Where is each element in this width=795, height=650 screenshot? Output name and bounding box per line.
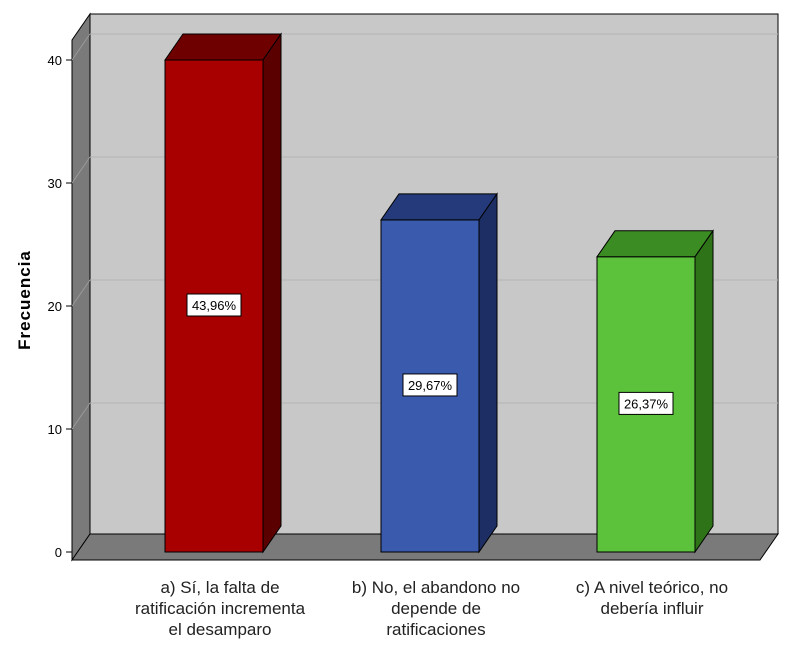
data-label-box [402, 373, 458, 397]
y-axis-title: Frecuencia [15, 250, 34, 350]
data-label-box [618, 391, 674, 415]
gridline-side [71, 402, 91, 430]
gridline-side [71, 279, 91, 307]
x-category-label: a) Sí, la falta de ratificación increment… [135, 578, 306, 639]
bar-side [262, 32, 282, 554]
data-label-text: 29,67% [408, 378, 453, 393]
bar [164, 32, 282, 554]
x-category-label-line: el desamparo [168, 620, 271, 639]
bars [164, 32, 714, 554]
bar-top [380, 193, 498, 221]
bar-top [164, 33, 282, 61]
x-category-label: c) A nivel teórico, no debería influir [576, 578, 728, 618]
data-label: 43,96% [186, 293, 242, 317]
x-category-label-line: a) Sí, la falta de [160, 578, 279, 597]
x-category-label-line: b) No, el abandono no [352, 578, 520, 597]
x-category-label-line: debería influir [600, 599, 703, 618]
x-category-label: b) No, el abandono no depende de ratificac… [352, 578, 520, 639]
y-tick-label: 0 [55, 545, 62, 560]
bar-top [596, 230, 714, 258]
left-wall [71, 12, 91, 562]
gridline-side [71, 156, 91, 184]
x-category-label-line: c) A nivel teórico, no [576, 578, 728, 597]
data-label: 26,37% [618, 391, 674, 415]
data-labels: 43,96% 29,67% 26,37% [186, 293, 674, 415]
bar-side [478, 192, 498, 554]
bar [380, 192, 498, 554]
x-category-label-line: ratificación incrementa [135, 599, 306, 618]
data-label-text: 26,37% [624, 396, 669, 411]
x-category-label-line: depende de [391, 599, 481, 618]
data-label-text: 43,96% [192, 298, 237, 313]
bar [596, 229, 714, 554]
data-label-box [186, 293, 242, 317]
y-tick-label: 30 [48, 176, 62, 191]
bar-side [694, 229, 714, 554]
y-tick-label: 40 [48, 53, 62, 68]
x-category-label-line: ratificaciones [386, 620, 485, 639]
gridline-side [71, 33, 91, 61]
data-label: 29,67% [402, 373, 458, 397]
y-tick-label: 20 [48, 299, 62, 314]
y-axis: 0 10 20 30 40 [48, 53, 72, 560]
x-axis-labels: a) Sí, la falta de ratificación increment… [135, 578, 728, 639]
y-tick-label: 10 [48, 422, 62, 437]
